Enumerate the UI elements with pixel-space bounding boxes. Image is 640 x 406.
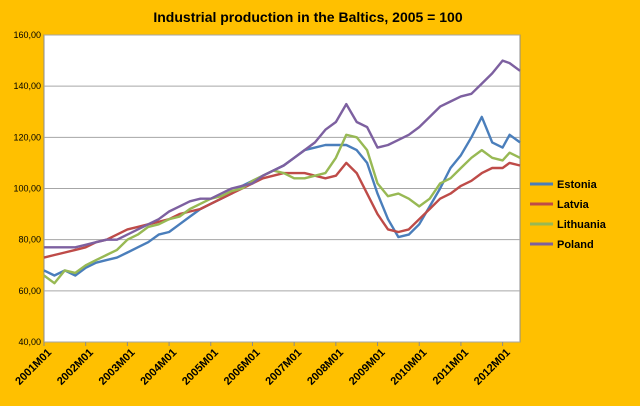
x-tick-label: 2004M01 [138, 347, 179, 388]
x-axis: 2001M01 2002M01 2003M01 2004M01 2005M01 2006M… [13, 342, 513, 388]
y-tick-label: 160,00 [13, 30, 41, 40]
x-tick-label: 2002M01 [55, 347, 96, 388]
y-tick-label: 80,00 [18, 235, 41, 245]
y-tick-label: 40,00 [18, 337, 41, 347]
x-tick-label: 2001M01 [13, 347, 54, 388]
y-tick-label: 60,00 [18, 286, 41, 296]
legend-label: Latvia [557, 199, 590, 211]
legend-label: Estonia [557, 179, 598, 191]
chart-title: Industrial production in the Baltics, 20… [153, 9, 462, 25]
y-tick-label: 120,00 [13, 132, 41, 142]
legend: Estonia Latvia Lithuania Poland [530, 179, 607, 251]
series-lines [43, 59, 521, 285]
x-tick-label: 2005M01 [180, 347, 221, 388]
legend-label: Poland [557, 239, 594, 251]
x-tick-label: 2003M01 [97, 347, 138, 388]
x-tick-label: 2008M01 [305, 347, 346, 388]
x-tick-label: 2010M01 [389, 347, 430, 388]
x-tick-label: 2007M01 [263, 347, 304, 388]
legend-label: Lithuania [557, 219, 607, 231]
y-axis: 40,00 60,00 80,00 100,00 120,00 140,00 160,00 [13, 30, 41, 347]
y-tick-label: 100,00 [13, 184, 41, 194]
series-line-lithuania [43, 133, 521, 285]
y-tick-label: 140,00 [13, 81, 41, 91]
x-tick-label: 2011M01 [431, 347, 471, 387]
x-tick-label: 2009M01 [347, 347, 388, 388]
x-tick-label: 2006M01 [222, 347, 263, 388]
x-tick-label: 2012M01 [472, 347, 513, 388]
series-line-poland [44, 59, 521, 249]
gridlines [44, 34, 520, 343]
